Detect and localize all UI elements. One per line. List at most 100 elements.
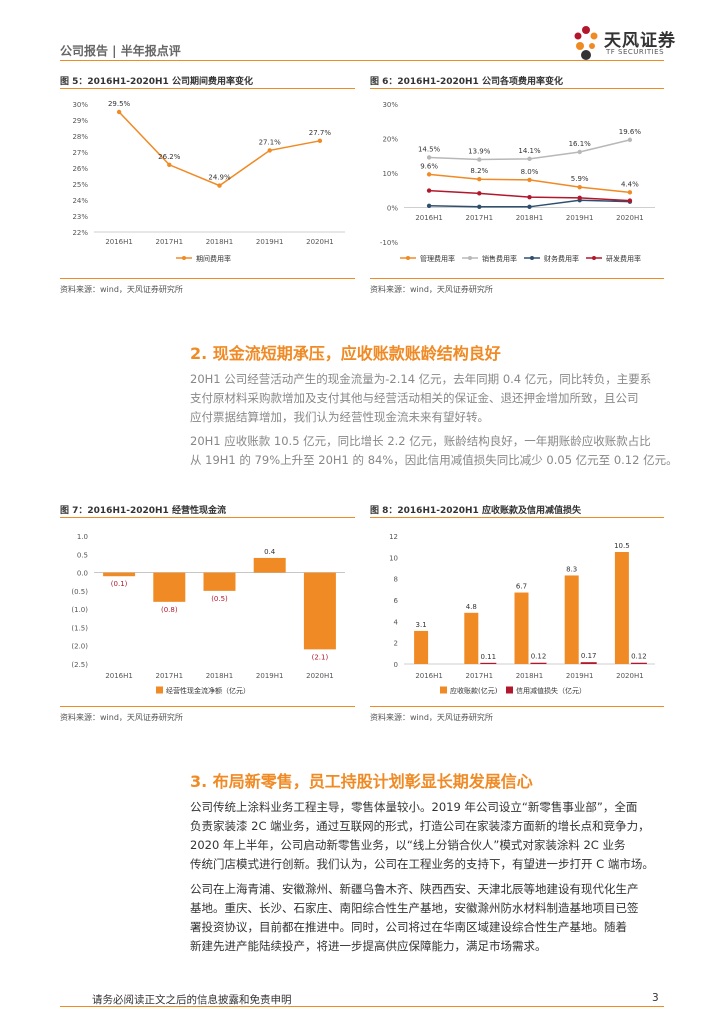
y-tick-label: 27% (72, 149, 88, 157)
bar-1 (564, 575, 579, 664)
legend-label: 管理费用率 (420, 254, 455, 263)
text-line: 基地。重庆、长沙、石家庄、南阳综合性生产基地，安徽滁州防水材料制造基地项目已签 (190, 901, 639, 915)
text-line: 从 19H1 的 79%上升至 20H1 的 84%，因此信用减值损失同比减少 … (190, 453, 678, 467)
data-label: 0.11 (481, 653, 497, 661)
x-tick-label: 2018H1 (206, 672, 234, 680)
y-tick-label: 0% (387, 205, 398, 213)
data-point (116, 109, 122, 115)
x-tick-label: 2020H1 (616, 214, 644, 222)
fig6-chart: -10% 0% 10% 20% 30% 2016H1 2017H1 2018H1 2019H1 2… (380, 101, 655, 263)
bar-2 (580, 662, 597, 664)
data-label: 29.5% (108, 100, 131, 108)
series-line-1 (429, 173, 630, 194)
fig5-bottom-rule (60, 278, 355, 279)
x-tick-label: 2016H1 (105, 672, 133, 680)
data-point (426, 155, 432, 160)
data-label: 24.9% (208, 174, 231, 182)
bar-1 (103, 572, 136, 577)
fig6-title: 图 6：2016H1-2020H1 公司各项费用率变化 (370, 77, 563, 87)
fig6-source: 资料来源：wind，天风证券研究所 (370, 285, 493, 294)
x-tick-label: 2019H1 (256, 238, 284, 246)
legend-swatch (506, 686, 513, 694)
x-tick-label: 2020H1 (306, 238, 334, 246)
x-tick-label: 2016H1 (105, 238, 133, 246)
y-tick-label: 22% (72, 229, 88, 237)
legend-label: 研发费用率 (606, 254, 641, 263)
fig5-top-rule (60, 88, 355, 89)
section2-paragraph1: 20H1 公司经营活动产生的现金流量为-2.14 亿元，去年同期 0.4 亿元，… (190, 370, 651, 427)
legend-label: 应收账款(亿元) (450, 686, 498, 695)
data-point (627, 137, 633, 143)
data-point (267, 148, 272, 153)
text-line: 20H1 应收账款 10.5 亿元，同比增长 2.2 亿元，账龄结构良好，一年期… (190, 434, 651, 448)
data-label: 10.5 (614, 542, 630, 550)
header-divider (60, 60, 664, 61)
text-line: 传统门店模式进行创新。我们认为，公司在工程业务的支持下，有望进一步打开 C 端市… (190, 857, 654, 871)
legend-marker (530, 256, 534, 260)
data-label: (2.1) (312, 653, 329, 661)
x-tick-label: 2017H1 (156, 672, 184, 680)
legend-label: 财务费用率 (544, 254, 579, 263)
y-tick-label: (1.5) (71, 624, 88, 632)
legend-label: 信用减值损失（亿元） (516, 686, 586, 695)
y-tick-label: (2.0) (71, 643, 88, 651)
footer-disclaimer: 请务必阅读正文之后的信息披露和免责申明 (92, 994, 292, 1006)
y-tick-label: 8 (394, 576, 398, 584)
data-label: 8.2% (470, 167, 488, 175)
y-tick-label: 25% (72, 181, 88, 189)
x-tick-label: 2017H1 (156, 238, 184, 246)
y-tick-label: (2.5) (71, 661, 88, 669)
y-tick-label: 10% (382, 170, 398, 178)
fig6-bottom-rule (370, 278, 664, 279)
y-tick-label: 30% (382, 101, 398, 109)
y-tick-label: 24% (72, 197, 88, 205)
legend-marker (182, 256, 186, 260)
page-number: 3 (652, 992, 659, 1004)
data-point (577, 184, 582, 190)
data-label: 3.1 (416, 621, 427, 629)
data-label: 16.1% (569, 140, 592, 148)
bar-1 (153, 572, 186, 602)
data-label: 0.12 (631, 653, 647, 661)
y-tick-label: 0 (394, 661, 398, 669)
text-line: 应付票据结算增加，我们认为经营性现金流未来有望好转。 (190, 410, 489, 424)
text-line: 署投资协议，目前都在推进中。同时，公司将过在华南区域建设综合性生产基地。随着 (190, 920, 627, 934)
data-point (527, 177, 532, 183)
bar-1 (464, 612, 479, 664)
y-tick-label: 6 (394, 597, 399, 605)
fig8-source: 资料来源：wind，天风证券研究所 (370, 713, 493, 722)
bar-2 (630, 662, 647, 664)
data-label: 14.1% (518, 147, 541, 155)
fig8-top-rule (370, 517, 664, 518)
data-label: (0.1) (111, 580, 128, 588)
text-line: 负责家装漆 2C 端业务，通过互联网的形式，打造公司在家装漆方面新的增长点和竞争… (190, 819, 650, 833)
fig5-source: 资料来源：wind，天风证券研究所 (60, 285, 183, 294)
y-tick-label: -10% (380, 239, 398, 247)
y-tick-label: 4 (394, 618, 399, 626)
section2-heading: 2. 现金流短期承压，应收账款账龄结构良好 (190, 344, 501, 363)
data-label: 19.6% (619, 128, 642, 136)
data-label: 9.6% (420, 162, 438, 170)
y-tick-label: 28% (72, 133, 88, 141)
data-label: 0.4 (264, 548, 276, 556)
data-point (167, 162, 172, 167)
x-tick-label: 2019H1 (566, 672, 594, 680)
fig7-chart: (2.5) (2.0) (1.5) (1.0) (0.5) 0.0 0.5 1.0 2016H1… (71, 533, 345, 695)
brand-logo: 天风证券 TF SECURITIES (570, 22, 680, 64)
data-point (477, 204, 482, 210)
data-label: 4.4% (621, 180, 639, 188)
logo-text-en: TF SECURITIES (606, 48, 665, 56)
legend-marker (468, 256, 472, 260)
y-tick-label: 29% (72, 117, 88, 125)
data-point (426, 203, 432, 208)
fig7-bottom-rule (60, 706, 355, 707)
x-tick-label: 2020H1 (616, 672, 644, 680)
y-tick-label: 26% (72, 165, 88, 173)
y-tick-label: 30% (72, 101, 88, 109)
y-tick-label: 2 (394, 640, 398, 648)
y-tick-label: (0.5) (71, 588, 88, 596)
report-header-title: 公司报告 | 半年报点评 (60, 44, 181, 58)
data-point (426, 188, 432, 193)
x-tick-label: 2016H1 (415, 672, 443, 680)
x-tick-label: 2017H1 (466, 214, 494, 222)
